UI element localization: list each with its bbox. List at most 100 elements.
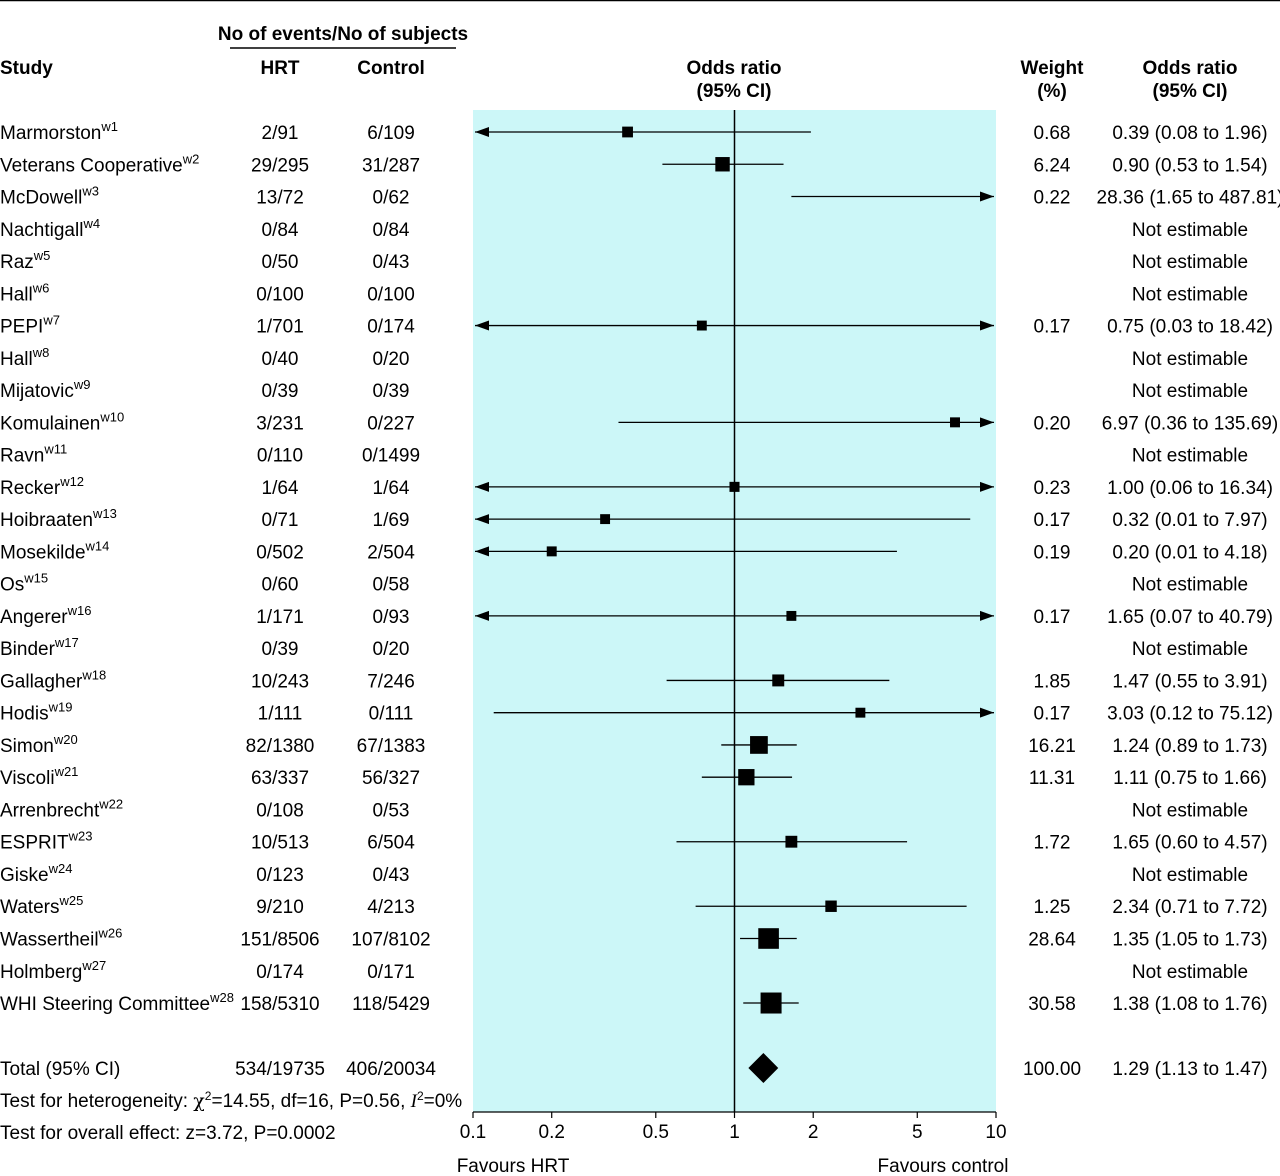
weight-value: 0.17 — [1034, 510, 1071, 531]
control-events: 0/58 — [373, 575, 410, 596]
study-name: Wassertheilw26 — [0, 926, 122, 951]
x-tick-label: 2 — [808, 1122, 819, 1143]
header-control: Control — [357, 58, 425, 79]
or-ci-text: 0.32 (0.01 to 7.97) — [1112, 510, 1267, 531]
or-square — [750, 736, 768, 754]
x-tick-label: 5 — [912, 1122, 923, 1143]
or-square — [622, 126, 633, 138]
ci-arrow-right — [980, 610, 994, 621]
study-name: Hoibraatenw13 — [0, 506, 117, 531]
or-square — [738, 769, 755, 786]
or-square — [772, 674, 785, 687]
x-tick-label: 0.5 — [643, 1122, 669, 1143]
weight-value: 1.25 — [1034, 897, 1071, 918]
or-ci-text: Not estimable — [1132, 446, 1248, 467]
study-row: WHI Steering Committeew28 158/5310 118/542… — [0, 990, 1268, 1015]
hrt-events: 1/701 — [256, 317, 304, 338]
study-name: Giskew24 — [0, 861, 72, 886]
hrt-events: 0/84 — [262, 220, 299, 241]
or-ci-text: Not estimable — [1132, 865, 1248, 886]
study-row: Mijatovicw9 0/39 0/39 Not estimable — [0, 377, 1248, 402]
hrt-events: 9/210 — [256, 897, 304, 918]
total-diamond — [748, 1053, 779, 1083]
or-ci-text: Not estimable — [1132, 220, 1248, 241]
study-name: Mosekildew14 — [0, 538, 109, 563]
ci-arrow-left — [475, 320, 489, 331]
study-row: Binderw17 0/39 0/20 Not estimable — [0, 635, 1248, 660]
hrt-events: 0/108 — [256, 800, 304, 821]
study-rows: Marmorstonw1 2/91 6/109 0.68 0.39 (0.08 to 1… — [0, 119, 1280, 1015]
or-square — [785, 835, 798, 848]
study-row: Watersw25 9/210 4/213 1.25 2.34 (0.71 to 7.7… — [0, 893, 1268, 918]
or-ci-text: 28.36 (1.65 to 487.81) — [1097, 188, 1280, 209]
study-row: ESPRITw23 10/513 6/504 1.72 1.65 (0.60 to 4.… — [0, 829, 1268, 854]
control-events: 4/213 — [367, 897, 415, 918]
header-weight-unit: (%) — [1037, 81, 1067, 102]
study-row: Veterans Cooperativew2 29/295 31/287 6.24 0.… — [0, 151, 1268, 176]
study-name: Angererw16 — [0, 603, 91, 628]
study-row: Hoibraatenw13 0/71 1/69 0.17 0.32 (0.01 to 7… — [0, 506, 1268, 531]
study-name: McDowellw3 — [0, 184, 99, 209]
study-row: Holmbergw27 0/174 0/171 Not estimable — [0, 958, 1248, 983]
or-ci-text: Not estimable — [1132, 349, 1248, 370]
or-square — [786, 610, 797, 621]
control-events: 0/43 — [373, 865, 410, 886]
study-name: Binderw17 — [0, 635, 79, 660]
study-row: McDowellw3 13/72 0/62 0.22 28.36 (1.65 to 48… — [0, 184, 1280, 209]
study-name: Komulainenw10 — [0, 409, 124, 434]
study-name: Hodisw19 — [0, 700, 72, 725]
study-row: Angererw16 1/171 0/93 0.17 1.65 (0.07 to 40.… — [0, 603, 1273, 628]
ci-arrow-right — [980, 481, 994, 492]
or-ci-text: 1.00 (0.06 to 16.34) — [1107, 478, 1273, 499]
header-hrt: HRT — [260, 58, 299, 79]
hrt-events: 0/39 — [262, 639, 299, 660]
study-name: Gallagherw18 — [0, 667, 106, 692]
study-row: Razw5 0/50 0/43 Not estimable — [0, 248, 1248, 273]
weight-value: 6.24 — [1034, 155, 1071, 176]
hrt-events: 0/502 — [256, 542, 304, 563]
heterogeneity-test: Test for heterogeneity: χ2=14.55, df=16,… — [0, 1089, 462, 1112]
header-odds-ratio-ci: (95% CI) — [697, 81, 772, 102]
x-tick-label: 1 — [729, 1122, 740, 1143]
control-events: 0/62 — [373, 188, 410, 209]
ci-arrow-right — [980, 707, 994, 718]
header-odds-ratio: Odds ratio — [686, 58, 781, 79]
ci-arrow-left — [475, 481, 489, 492]
weight-value: 0.22 — [1034, 188, 1071, 209]
weight-value: 11.31 — [1029, 768, 1075, 789]
study-name: Hallw8 — [0, 345, 49, 370]
ci-arrow-right — [980, 320, 994, 331]
study-name: WHI Steering Committeew28 — [0, 990, 234, 1015]
or-square — [600, 514, 611, 525]
control-events: 107/8102 — [351, 930, 430, 951]
study-name: Holmbergw27 — [0, 958, 106, 983]
or-ci-text: Not estimable — [1132, 639, 1248, 660]
or-square — [715, 157, 730, 172]
weight-value: 28.64 — [1028, 930, 1076, 951]
or-ci-text: Not estimable — [1132, 575, 1248, 596]
or-square — [696, 320, 707, 331]
study-row: Hodisw19 1/111 0/111 0.17 3.03 (0.12 to 75.1… — [0, 700, 1273, 725]
x-axis: 0.1 0.2 0.5 1 2 5 10 — [460, 1111, 1007, 1143]
control-events: 0/100 — [367, 284, 415, 305]
control-events: 0/111 — [369, 704, 414, 725]
control-events: 1/64 — [373, 478, 410, 499]
or-ci-text: 1.47 (0.55 to 3.91) — [1112, 671, 1267, 692]
control-events: 0/20 — [373, 639, 410, 660]
x-tick-label: 0.2 — [539, 1122, 565, 1143]
study-row: Viscoliw21 63/337 56/327 11.31 1.11 (0.75 to… — [0, 764, 1267, 789]
hrt-events: 10/243 — [251, 671, 309, 692]
study-name: Nachtigallw4 — [0, 216, 100, 241]
weight-value: 0.20 — [1034, 413, 1071, 434]
ci-arrow-left — [475, 127, 489, 137]
hrt-events: 0/50 — [262, 252, 299, 273]
total-label: Total (95% CI) — [0, 1059, 120, 1080]
study-row: Giskew24 0/123 0/43 Not estimable — [0, 861, 1248, 886]
hrt-events: 0/71 — [262, 510, 299, 531]
hrt-events: 0/123 — [256, 865, 304, 886]
or-ci-text: Not estimable — [1132, 381, 1248, 402]
study-name: Marmorstonw1 — [0, 119, 118, 144]
or-ci-text: 1.11 (0.75 to 1.66) — [1113, 768, 1267, 789]
hrt-events: 10/513 — [251, 833, 309, 854]
or-ci-text: Not estimable — [1132, 252, 1248, 273]
